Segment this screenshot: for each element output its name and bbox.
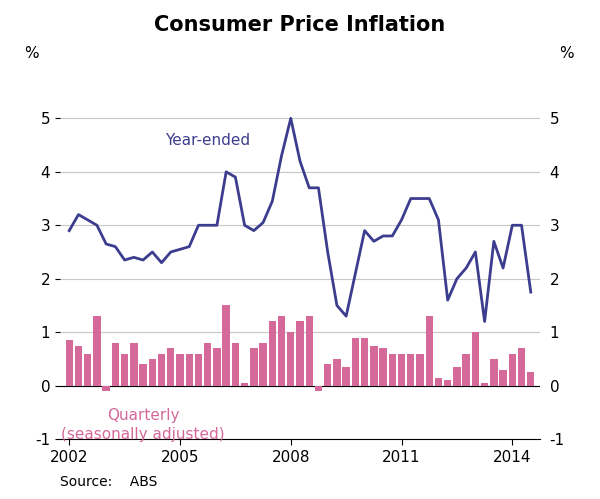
- Bar: [278, 316, 285, 386]
- Bar: [435, 378, 442, 386]
- Text: %: %: [559, 46, 574, 61]
- Bar: [121, 354, 128, 386]
- Bar: [370, 346, 377, 386]
- Bar: [343, 367, 350, 386]
- Bar: [204, 343, 211, 386]
- Bar: [481, 383, 488, 386]
- Text: Consumer Price Inflation: Consumer Price Inflation: [154, 15, 446, 35]
- Bar: [425, 316, 433, 386]
- Bar: [361, 337, 368, 386]
- Bar: [269, 321, 276, 386]
- Bar: [213, 348, 221, 386]
- Bar: [139, 364, 147, 386]
- Bar: [333, 359, 341, 386]
- Bar: [416, 354, 424, 386]
- Bar: [185, 354, 193, 386]
- Bar: [305, 316, 313, 386]
- Bar: [84, 354, 91, 386]
- Bar: [287, 332, 295, 386]
- Text: Source:    ABS: Source: ABS: [60, 475, 157, 489]
- Bar: [130, 343, 137, 386]
- Text: %: %: [24, 46, 38, 61]
- Bar: [259, 343, 267, 386]
- Bar: [158, 354, 165, 386]
- Bar: [389, 354, 396, 386]
- Bar: [250, 348, 257, 386]
- Bar: [509, 354, 516, 386]
- Bar: [65, 340, 73, 386]
- Bar: [232, 343, 239, 386]
- Bar: [103, 386, 110, 391]
- Bar: [527, 372, 535, 386]
- Bar: [453, 367, 461, 386]
- Bar: [379, 348, 387, 386]
- Bar: [93, 316, 101, 386]
- Text: Quarterly
(seasonally adjusted): Quarterly (seasonally adjusted): [61, 408, 225, 442]
- Bar: [499, 370, 507, 386]
- Bar: [518, 348, 525, 386]
- Bar: [75, 346, 82, 386]
- Bar: [315, 386, 322, 391]
- Bar: [407, 354, 415, 386]
- Text: Year-ended: Year-ended: [165, 133, 250, 148]
- Bar: [195, 354, 202, 386]
- Bar: [167, 348, 175, 386]
- Bar: [149, 359, 156, 386]
- Bar: [444, 380, 451, 386]
- Bar: [112, 343, 119, 386]
- Bar: [472, 332, 479, 386]
- Bar: [463, 354, 470, 386]
- Bar: [324, 364, 331, 386]
- Bar: [398, 354, 405, 386]
- Bar: [352, 337, 359, 386]
- Bar: [176, 354, 184, 386]
- Bar: [241, 383, 248, 386]
- Bar: [296, 321, 304, 386]
- Bar: [223, 305, 230, 386]
- Bar: [490, 359, 497, 386]
